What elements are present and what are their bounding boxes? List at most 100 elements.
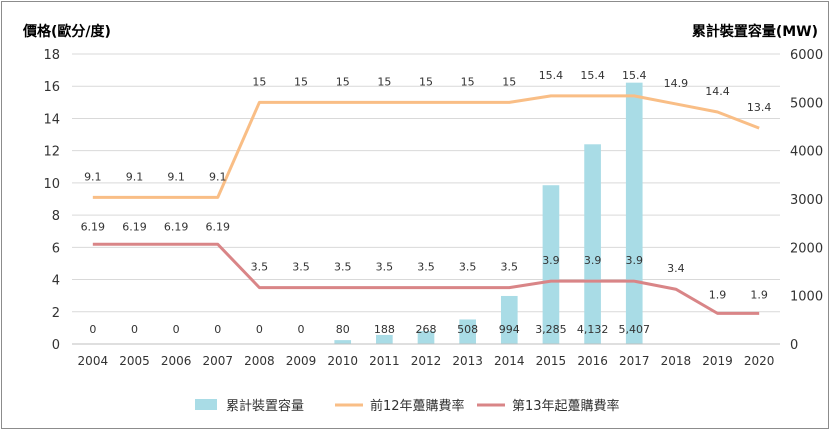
- line2-data-label: 3.9: [625, 254, 643, 267]
- y-left-title: 價格(歐分/度): [22, 23, 111, 40]
- bar-data-label: 994: [499, 323, 520, 336]
- data-labels: 9.1 9.1 9.1 9.1 15 15 15 15 15 15 15 15.4 15.4 15.4 14…: [81, 69, 772, 336]
- line1-data-label: 14.4: [705, 85, 730, 98]
- x-tick-label: 2012: [411, 354, 442, 368]
- tariff-line-first12: [92, 94, 760, 199]
- line1-data-label: 15: [419, 75, 433, 88]
- line2-data-label: 3.4: [667, 262, 685, 275]
- bar-data-label: 0: [298, 323, 305, 336]
- line2-data-label: 3.5: [334, 261, 352, 274]
- x-tick-label: 2005: [119, 354, 150, 368]
- x-tick-label: 2017: [619, 354, 650, 368]
- bar-data-label: 80: [336, 323, 350, 336]
- line2-data-label: 3.5: [376, 261, 394, 274]
- capacity-bar: [376, 334, 393, 344]
- line1-data-label: 15: [252, 75, 266, 88]
- tariff-line-after13: [92, 242, 760, 315]
- bar-series: [334, 82, 643, 344]
- line1-data-label: 15.4: [622, 69, 647, 82]
- y-right-tick-label: 6000: [790, 48, 823, 63]
- x-tick-label: 2016: [577, 354, 608, 368]
- bar-data-label: 0: [131, 323, 138, 336]
- bar-data-label: 4,132: [577, 323, 609, 336]
- legend-label: 前12年躉購費率: [370, 398, 465, 414]
- line1-data-label: 9.1: [209, 170, 227, 183]
- line2-data-label: 6.19: [122, 220, 147, 233]
- bar-data-label: 0: [89, 323, 96, 336]
- x-tick-label: 2004: [78, 354, 109, 368]
- line1-data-label: 14.9: [664, 77, 689, 90]
- x-tick-label: 2006: [161, 354, 192, 368]
- line1-data-label: 15: [502, 75, 516, 88]
- y-right-tick-label: 3000: [790, 193, 823, 208]
- line1-data-label: 15: [377, 75, 391, 88]
- x-tick-label: 2013: [452, 354, 483, 368]
- line1-data-label: 15: [461, 75, 475, 88]
- grid: [72, 53, 780, 345]
- y-right-tick-label: 0: [790, 338, 798, 353]
- line2-data-label: 1.9: [709, 288, 727, 301]
- y-left-tick-label: 6: [52, 241, 60, 256]
- x-tick-label: 2009: [286, 354, 317, 368]
- line1-data-label: 13.4: [747, 101, 772, 114]
- axes: 0 2 4 6 8 10 12 14 16 18 0 1000 2000 3000 4000 5000 6000…: [43, 48, 823, 368]
- y-left-tick-label: 4: [52, 274, 60, 289]
- line2-data-label: 3.5: [459, 261, 477, 274]
- x-tick-label: 2018: [661, 354, 692, 368]
- y-right-tick-label: 5000: [790, 96, 823, 111]
- line2-data-label: 1.9: [750, 288, 768, 301]
- y-left-tick-label: 16: [43, 80, 60, 95]
- legend-label: 第13年起躉購費率: [512, 398, 620, 414]
- y-right-tick-label: 4000: [790, 145, 823, 160]
- line1-data-label: 9.1: [167, 170, 185, 183]
- capacity-bar: [417, 331, 435, 344]
- line2-data-label: 3.5: [251, 261, 269, 274]
- line2-data-label: 3.5: [292, 261, 310, 274]
- y-left-tick-label: 18: [43, 48, 60, 63]
- x-tick-label: 2007: [202, 354, 233, 368]
- capacity-bar: [542, 185, 560, 344]
- legend-label: 累計裝置容量: [226, 398, 304, 414]
- bar-data-label: 188: [374, 323, 395, 336]
- line2-data-label: 3.5: [501, 261, 519, 274]
- x-tick-label: 2015: [536, 354, 567, 368]
- line1-data-label: 15.4: [580, 69, 605, 82]
- y-left-tick-label: 2: [52, 306, 60, 321]
- capacity-bar: [334, 340, 352, 344]
- line1-data-label: 15.4: [539, 69, 564, 82]
- line1-data-label: 9.1: [126, 170, 144, 183]
- bar-data-label: 0: [214, 323, 221, 336]
- y-right-tick-label: 2000: [790, 241, 823, 256]
- line2-data-label: 6.19: [81, 220, 106, 233]
- capacity-bar: [584, 144, 601, 344]
- y-left-tick-label: 8: [52, 209, 60, 224]
- y-right-title: 累計裝置容量(MW): [692, 23, 818, 40]
- line1-data-label: 15: [336, 75, 350, 88]
- line1-data-label: 15: [294, 75, 308, 88]
- capacity-bar: [500, 295, 518, 344]
- line-series: [92, 94, 760, 315]
- bar-data-label: 508: [457, 323, 478, 336]
- bar-data-label: 3,285: [535, 323, 567, 336]
- capacity-bar: [459, 319, 476, 344]
- y-left-tick-label: 12: [43, 145, 60, 160]
- y-right-tick-label: 1000: [790, 290, 823, 305]
- line2-data-label: 6.19: [206, 220, 231, 233]
- legend-swatch-bar: [195, 399, 217, 410]
- line2-data-label: 3.9: [584, 254, 602, 267]
- line2-data-label: 3.9: [542, 254, 560, 267]
- legend: 累計裝置容量 前12年躉購費率 第13年起躉購費率: [195, 398, 620, 414]
- bar-data-label: 5,407: [618, 323, 650, 336]
- line1-data-label: 9.1: [84, 170, 102, 183]
- bar-data-label: 0: [173, 323, 180, 336]
- x-tick-label: 2019: [702, 354, 733, 368]
- x-tick-label: 2008: [244, 354, 275, 368]
- y-left-tick-label: 14: [43, 112, 60, 127]
- line2-data-label: 3.5: [417, 261, 435, 274]
- x-tick-label: 2014: [494, 354, 525, 368]
- y-left-tick-label: 0: [52, 338, 60, 353]
- capacity-bar: [625, 82, 643, 344]
- x-tick-label: 2020: [744, 354, 775, 368]
- line2-data-label: 6.19: [164, 220, 189, 233]
